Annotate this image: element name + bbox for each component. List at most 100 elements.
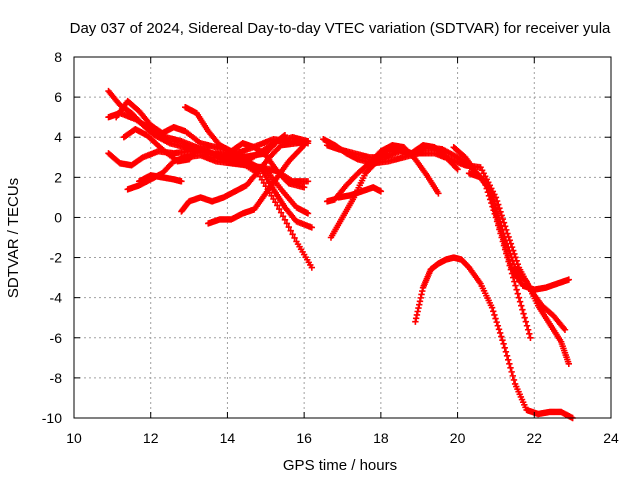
data-point [435,190,442,197]
data-point [565,360,573,368]
x-tick-label: 16 [296,430,312,446]
data-point [509,372,517,380]
data-point [289,231,296,238]
data-point [508,254,515,261]
data-point [501,223,509,230]
data-point [519,306,526,313]
data-point [515,294,523,301]
data-point [514,290,521,297]
data-point [178,178,185,185]
data-point [526,330,533,337]
data-point [503,352,511,360]
data-point [283,220,291,227]
data-point [193,146,200,153]
data-point [491,311,498,319]
data-point [490,308,497,315]
data-point [377,188,385,195]
y-tick-label: 6 [54,89,62,105]
series-track-12 [182,103,289,161]
series-track-18 [412,254,576,422]
x-tick-label: 18 [373,430,389,446]
data-point [502,348,510,356]
data-point [279,213,287,220]
y-tick-label: 4 [54,129,62,145]
data-point [500,230,507,237]
data-point [492,315,499,322]
data-point [507,250,514,258]
data-point [291,234,298,242]
y-tick-label: -6 [50,330,63,346]
data-point [453,164,460,172]
data-point [272,199,279,206]
data-point [488,304,496,311]
data-point [276,205,283,213]
y-axis-label: SDTVAR / TECUs [5,178,22,298]
series-track-15 [323,142,442,205]
data-point [524,326,532,333]
data-point [495,214,503,221]
data-point [499,226,506,233]
data-point [495,326,503,333]
data-point [490,194,497,201]
y-tick-label: 2 [54,169,62,185]
data-point [304,138,312,145]
grid-layer [74,57,611,418]
data-point [527,334,534,341]
data-point [300,142,308,149]
data-point [308,264,316,271]
x-tick-label: 22 [526,430,542,446]
y-tick-label: 8 [54,49,62,65]
data-point [505,356,512,364]
data-point [492,202,499,209]
data-point [258,176,266,183]
data-point [498,333,505,340]
data-point [498,222,505,229]
x-tick-label: 20 [450,430,466,446]
data-point [494,210,502,217]
series-track-10 [224,154,316,231]
data-point [304,178,312,185]
x-tick-label: 12 [143,430,159,446]
y-tick-label: -10 [42,410,62,426]
data-point [521,314,528,321]
data-point [509,257,517,264]
y-tick-label: -8 [50,370,63,386]
data-point [262,182,269,190]
data-point [491,198,498,205]
data-point [561,326,569,333]
data-point [300,184,308,191]
data-point [512,282,519,289]
data-point [270,195,277,203]
data-point [260,179,268,187]
data-point [503,240,511,247]
series-track-8 [178,138,312,215]
data-point [454,166,461,173]
series-track-9 [205,142,308,227]
data-point [287,227,294,234]
data-point [274,202,281,209]
data-point [502,237,510,244]
x-tick-label: 24 [603,430,619,446]
series-track-13 [320,136,569,333]
data-point [281,132,289,139]
x-tick-label: 10 [66,430,82,446]
data-point [506,247,513,254]
x-axis-label: GPS time / hours [283,457,397,474]
data-point [508,368,515,376]
x-tick-label: 14 [220,430,236,446]
data-point [494,322,502,329]
y-tick-label: 0 [54,209,62,225]
data-point [304,210,312,217]
data-point [501,344,508,352]
data-point [496,218,504,225]
data-point [501,233,508,241]
data-point [493,318,500,326]
series-track-20 [465,170,573,368]
data-point [506,360,513,368]
series-track-14 [323,142,534,341]
data-point [516,298,524,305]
data-point [308,224,316,231]
data-point [500,340,507,347]
